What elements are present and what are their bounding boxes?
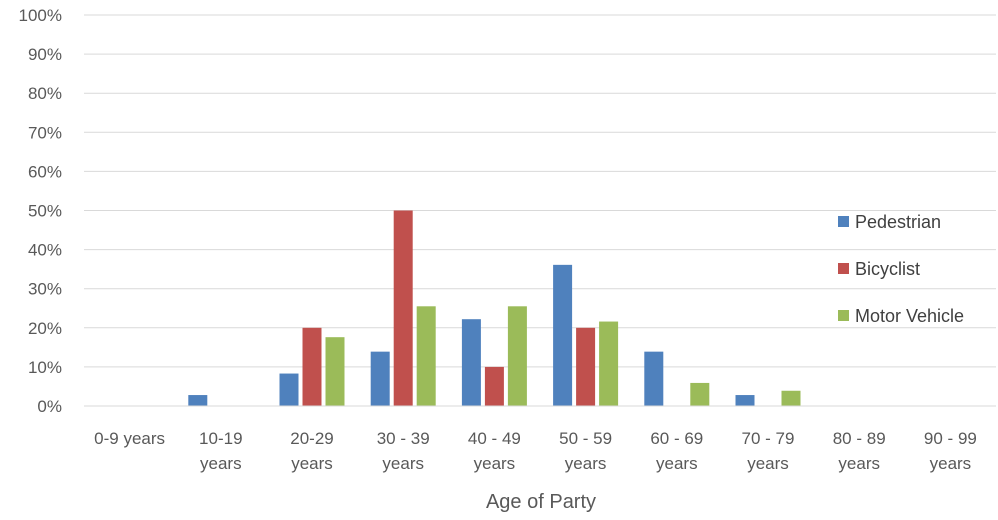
bar-bicyclist: [484, 366, 504, 406]
bar-motor-vehicle: [781, 390, 801, 406]
bars: [188, 210, 801, 406]
legend-swatch: [838, 310, 849, 321]
legend-label: Pedestrian: [855, 212, 941, 232]
bar-pedestrian: [370, 351, 390, 406]
bar-pedestrian: [279, 373, 299, 406]
x-tick-label: 40 - 49 years: [468, 429, 521, 473]
legend-swatch: [838, 216, 849, 227]
y-tick-label: 100%: [19, 6, 62, 25]
legend-label: Bicyclist: [855, 259, 920, 279]
y-tick-label: 70%: [28, 123, 62, 142]
x-axis-title: Age of Party: [486, 491, 596, 513]
y-tick-label: 30%: [28, 280, 62, 299]
bar-bicyclist: [302, 327, 322, 406]
x-axis-tick-labels: 0-9 years 10-19 years 20-29 years 30 - 39 year…: [94, 429, 977, 473]
legend: Pedestrian Bicyclist Motor Vehicle: [838, 212, 964, 326]
bar-pedestrian: [553, 264, 573, 406]
bar-bicyclist: [393, 210, 413, 406]
legend-label: Motor Vehicle: [855, 306, 964, 326]
bar-bicyclist: [576, 327, 596, 406]
bar-motor-vehicle: [416, 306, 436, 406]
x-tick-label: 0-9 years: [94, 429, 165, 448]
x-tick-label: 70 - 79 years: [742, 429, 795, 473]
legend-swatch: [838, 263, 849, 274]
y-tick-label: 20%: [28, 319, 62, 338]
bar-pedestrian: [188, 395, 208, 406]
y-axis-tick-labels: 0% 10% 20% 30% 40% 50% 60% 70% 80% 90% 100%: [19, 6, 62, 416]
x-tick-label: 20-29 years: [290, 429, 333, 473]
bar-pedestrian: [461, 319, 481, 406]
y-tick-label: 80%: [28, 84, 62, 103]
x-tick-label: 10-19 years: [199, 429, 242, 473]
bar-motor-vehicle: [690, 382, 710, 406]
x-tick-label: 80 - 89 years: [833, 429, 886, 473]
bar-motor-vehicle: [599, 321, 619, 406]
bar-pedestrian: [644, 351, 664, 406]
bar-pedestrian: [735, 395, 755, 406]
y-tick-label: 90%: [28, 45, 62, 64]
x-tick-label: 30 - 39 years: [377, 429, 430, 473]
bar-motor-vehicle: [507, 306, 527, 406]
x-tick-label: 50 - 59 years: [559, 429, 612, 473]
y-tick-label: 0%: [37, 397, 62, 416]
y-tick-label: 60%: [28, 162, 62, 181]
y-tick-label: 10%: [28, 358, 62, 377]
x-tick-label: 90 - 99 years: [924, 429, 977, 473]
x-tick-label: 60 - 69 years: [650, 429, 703, 473]
y-tick-label: 40%: [28, 241, 62, 260]
gridlines: [84, 14, 996, 368]
bar-motor-vehicle: [325, 337, 345, 406]
y-tick-label: 50%: [28, 202, 62, 221]
